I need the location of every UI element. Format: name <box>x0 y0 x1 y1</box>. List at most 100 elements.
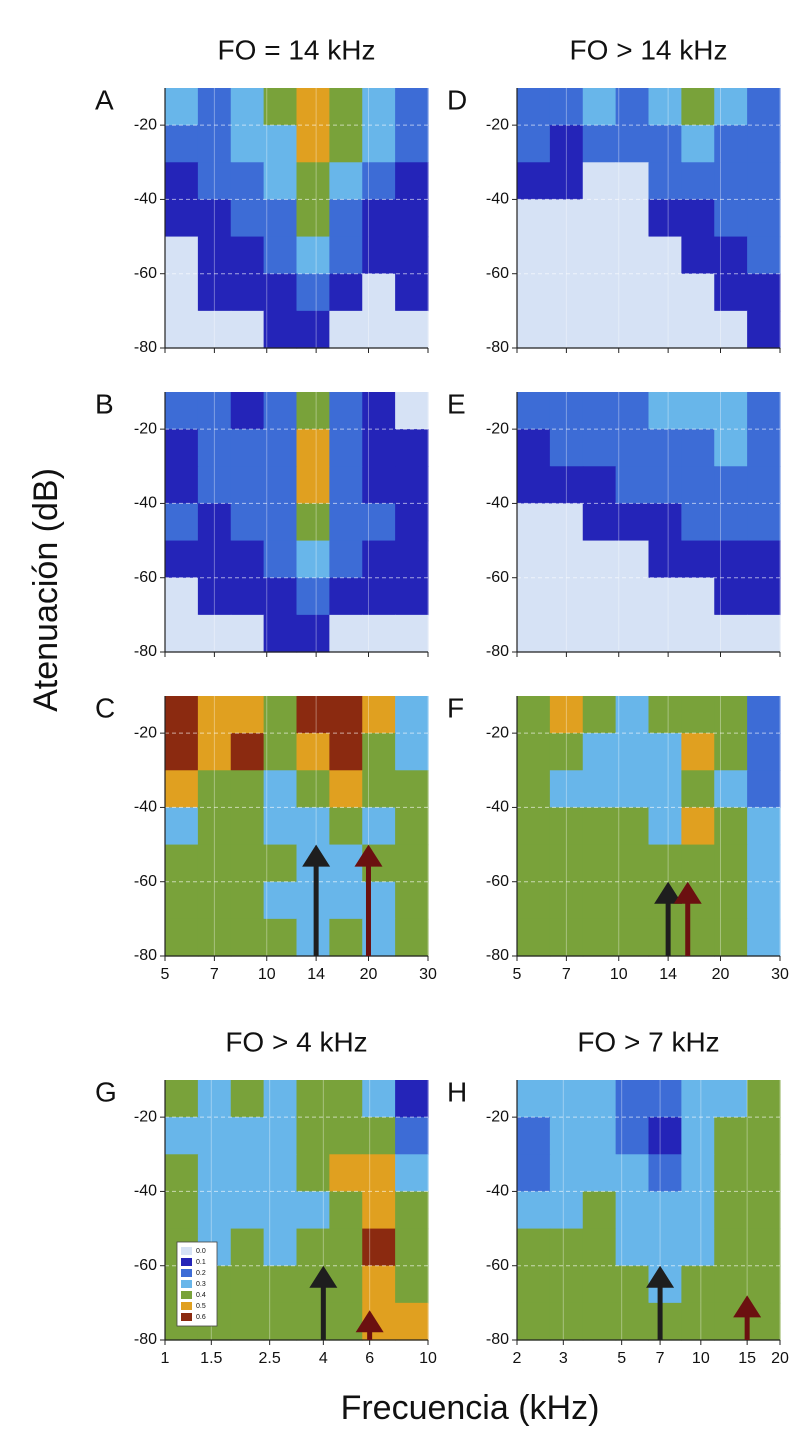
contour-cell <box>165 310 199 349</box>
contour-cell <box>648 392 682 430</box>
panel-title: FO > 4 kHz <box>225 1026 367 1057</box>
contour-cell <box>296 125 330 163</box>
contour-cell <box>197 733 232 771</box>
contour-cell <box>362 88 396 126</box>
arrow-head <box>354 844 383 867</box>
contour-cell <box>549 1117 584 1155</box>
contour-cell <box>549 577 584 616</box>
contour-cell <box>681 733 715 771</box>
panel: -20 -40 -60 -801 1.5 2.5 4 6 10 G FO > 4 kHz 0.0 0.1… <box>95 1026 437 1367</box>
contour-cell <box>329 125 363 163</box>
contour-cell <box>165 429 199 467</box>
contour-cell <box>296 918 330 957</box>
legend-label: 0.5 <box>196 1303 206 1310</box>
contour-cell <box>517 696 551 734</box>
x-tick-label: 10 <box>610 966 628 983</box>
contour-cell <box>747 844 781 883</box>
contour-cell <box>747 733 781 771</box>
contour-cell <box>648 1117 682 1155</box>
x-tick-label: 10 <box>419 1350 437 1367</box>
contour-cell <box>362 1265 396 1304</box>
contour-cell <box>329 88 363 126</box>
panel-letter: H <box>447 1076 467 1107</box>
panel-letter: C <box>95 692 115 723</box>
contour-cell <box>395 807 429 846</box>
contour-cell <box>296 881 330 920</box>
contour-cell <box>165 466 199 505</box>
contour-cell <box>395 162 429 201</box>
contour-cell <box>296 1117 330 1155</box>
contour-cell <box>615 770 650 809</box>
contour-cell <box>395 273 429 312</box>
contour-cell <box>329 733 363 771</box>
contour-cell <box>615 1117 650 1155</box>
panel-letter: D <box>447 84 467 115</box>
y-tick-label: -80 <box>134 1331 157 1348</box>
contour-cell <box>582 466 617 505</box>
contour-cell <box>230 577 265 616</box>
contour-cell <box>747 429 781 467</box>
contour-cell <box>362 503 396 542</box>
contour-cell <box>395 429 429 467</box>
contour-cell <box>648 844 682 883</box>
contour-cell <box>395 1265 429 1304</box>
contour-cell <box>582 392 617 430</box>
contour-cell <box>263 918 298 957</box>
contour-cell <box>165 1117 199 1155</box>
contour-cell <box>362 1080 396 1118</box>
contour-cell <box>230 125 265 163</box>
contour-cell <box>362 236 396 275</box>
contour-cell <box>329 503 363 542</box>
x-tick-label: 20 <box>771 1350 789 1367</box>
contour-cell <box>230 1302 265 1341</box>
contour-cell <box>714 881 748 920</box>
contour-cell <box>263 125 298 163</box>
x-tick-label: 30 <box>419 966 437 983</box>
contour-cell <box>517 1080 551 1118</box>
contour-cell <box>615 466 650 505</box>
contour-cell <box>197 614 232 653</box>
contour-cell <box>681 807 715 846</box>
contour-cell <box>517 540 551 579</box>
contour-cell <box>714 1117 748 1155</box>
y-tick-label: -80 <box>486 947 509 964</box>
x-tick-label: 20 <box>360 966 378 983</box>
contour-cell <box>549 1265 584 1304</box>
arrow <box>354 844 383 956</box>
contour-cell <box>549 310 584 349</box>
contour-cell <box>615 1191 650 1230</box>
contour-cell <box>615 88 650 126</box>
contour-cell <box>714 1191 748 1230</box>
contour-cell <box>681 1302 715 1341</box>
contour-cell <box>747 273 781 312</box>
contour-cell <box>329 429 363 467</box>
contour-cell <box>681 429 715 467</box>
contour-cell <box>362 1191 396 1230</box>
contour-cell <box>615 807 650 846</box>
x-tick-label: 2 <box>513 1350 522 1367</box>
contour-cell <box>517 466 551 505</box>
contour-cell <box>681 503 715 542</box>
contour-cell <box>549 88 584 126</box>
contour-cell <box>747 1191 781 1230</box>
contour-cell <box>362 1117 396 1155</box>
contour-cell <box>362 733 396 771</box>
contour-cell <box>549 1154 584 1193</box>
contour-cell <box>517 273 551 312</box>
contour-cell <box>681 162 715 201</box>
contour-cell <box>714 1228 748 1267</box>
x-tick-label: 6 <box>365 1350 374 1367</box>
legend-label: 0.0 <box>196 1248 206 1255</box>
contour-cell <box>714 696 748 734</box>
contour-cell <box>296 807 330 846</box>
contour-cell <box>517 125 551 163</box>
contour-cell <box>329 1117 363 1155</box>
contour-cell <box>395 503 429 542</box>
contour-cell <box>165 733 199 771</box>
contour-cell <box>296 429 330 467</box>
contour-cell <box>747 770 781 809</box>
legend-label: 0.2 <box>196 1270 206 1277</box>
contour-cell <box>165 577 199 616</box>
contour-cell <box>230 236 265 275</box>
